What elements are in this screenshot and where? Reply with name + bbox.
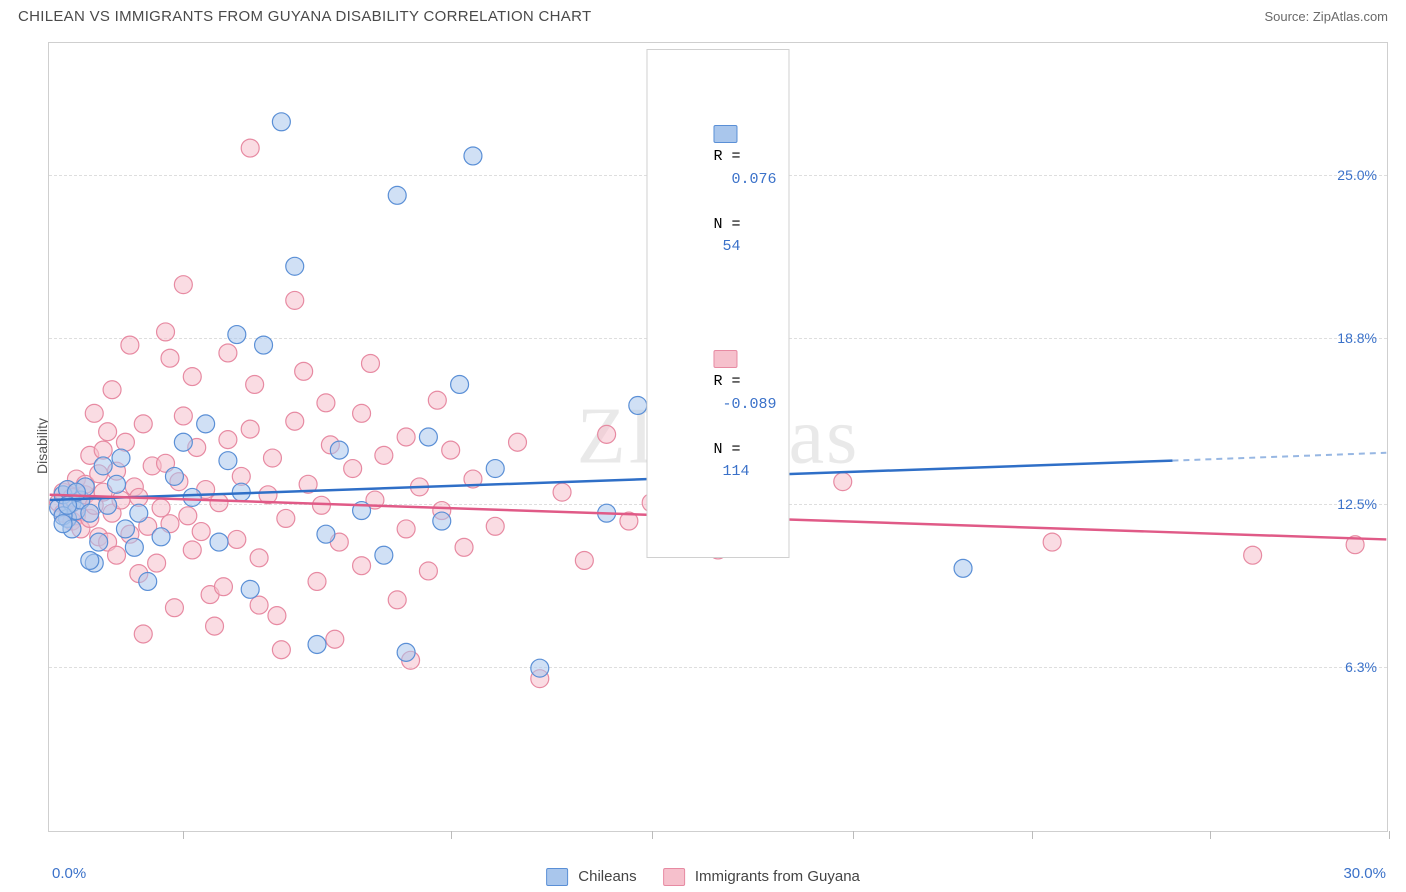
- legend-row-chileans: R = 0.076 N = 54: [659, 101, 776, 281]
- swatch-chileans: [714, 125, 738, 143]
- r-value-chileans: 0.076: [714, 171, 777, 188]
- legend-item-chileans: Chileans: [546, 868, 637, 886]
- swatch-chileans-bottom: [546, 868, 568, 886]
- n-value-chileans: 54: [714, 238, 741, 255]
- x-axis-max-label: 30.0%: [1343, 865, 1386, 882]
- legend-item-guyana: Immigrants from Guyana: [663, 868, 860, 886]
- x-axis-min-label: 0.0%: [52, 865, 86, 882]
- n-value-guyana: 114: [714, 463, 750, 480]
- legend-row-guyana: R = -0.089 N = 114: [659, 326, 776, 506]
- swatch-guyana-bottom: [663, 868, 685, 886]
- correlation-legend: R = 0.076 N = 54 R = -0.089 N = 114: [646, 49, 789, 558]
- r-value-guyana: -0.089: [714, 396, 777, 413]
- chart-title: CHILEAN VS IMMIGRANTS FROM GUYANA DISABI…: [18, 8, 591, 25]
- chart-header: CHILEAN VS IMMIGRANTS FROM GUYANA DISABI…: [0, 0, 1406, 29]
- series-legend: Chileans Immigrants from Guyana: [546, 868, 860, 886]
- swatch-guyana: [714, 350, 738, 368]
- chart-source: Source: ZipAtlas.com: [1264, 9, 1388, 24]
- chart-frame: ZIPatlas 6.3%12.5%18.8%25.0% R = 0.076 N…: [48, 42, 1388, 832]
